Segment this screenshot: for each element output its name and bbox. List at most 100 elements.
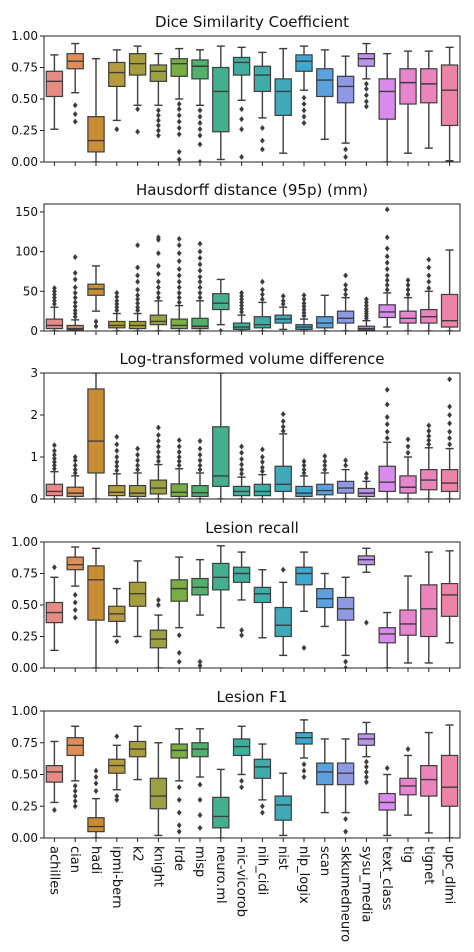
box-iqr xyxy=(274,465,292,493)
outlier-point xyxy=(384,206,390,213)
panel-frame xyxy=(43,710,461,839)
outlier-point xyxy=(93,318,99,325)
box-iqr xyxy=(336,310,355,324)
box-lrde xyxy=(170,47,188,162)
outlier-point xyxy=(135,457,140,464)
box-iqr xyxy=(253,586,272,604)
outlier-point xyxy=(135,242,140,249)
outlier-point xyxy=(114,304,120,311)
outlier-point xyxy=(364,85,369,92)
outlier-point xyxy=(176,124,182,131)
box-neuro.ml xyxy=(212,768,230,838)
outlier-point xyxy=(114,638,120,645)
box-iqr xyxy=(316,762,334,786)
outlier-point xyxy=(114,126,120,133)
box-nlp_logix xyxy=(295,551,313,651)
box-tig xyxy=(399,436,417,499)
box-neuro.ml xyxy=(212,278,230,331)
y-tick-label: 150 xyxy=(15,205,38,219)
outlier-point xyxy=(176,828,182,835)
outlier-point xyxy=(197,119,203,126)
outlier-point xyxy=(447,441,452,448)
box-iqr xyxy=(316,316,334,329)
x-tick-label-cian: cian xyxy=(67,846,82,873)
outlier-point xyxy=(52,807,57,814)
outlier-point xyxy=(364,302,369,309)
outlier-point xyxy=(364,98,369,105)
box-cian xyxy=(66,254,84,331)
box-nic-vicorob xyxy=(232,725,251,791)
box-iqr xyxy=(212,293,230,311)
box-k2 xyxy=(128,560,147,638)
box-knight xyxy=(149,234,168,331)
box-iqr xyxy=(170,483,188,498)
y-tick-label: 0.75 xyxy=(11,567,38,581)
outlier-point xyxy=(93,780,99,787)
y-tick-label: 0.50 xyxy=(11,598,38,612)
outlier-point xyxy=(156,122,161,129)
outlier-point xyxy=(447,428,452,435)
outlier-point xyxy=(426,256,432,263)
outlier-point xyxy=(72,270,78,277)
outlier-point xyxy=(197,662,203,668)
outlier-point xyxy=(156,454,161,460)
outlier-point xyxy=(364,475,369,481)
box-iqr xyxy=(378,78,396,120)
box-iqr xyxy=(149,777,168,810)
outlier-point xyxy=(52,294,57,301)
box-iqr xyxy=(87,283,105,296)
outlier-point xyxy=(426,278,432,285)
outlier-point xyxy=(197,159,203,162)
outlier-point xyxy=(72,299,78,306)
outlier-point xyxy=(280,411,286,418)
box-nih_cidi xyxy=(253,278,272,331)
outlier-point xyxy=(343,665,348,668)
outlier-point xyxy=(301,303,307,310)
outlier-point xyxy=(72,462,78,469)
outlier-point xyxy=(426,272,432,279)
box-iqr xyxy=(399,609,417,636)
outlier-point xyxy=(176,278,182,285)
panel-5: Lesion F1 0.00 0.25 0.50 0.75 1.00 xyxy=(11,688,461,845)
outlier-point xyxy=(280,427,286,434)
box-nlp_logix xyxy=(295,719,313,781)
x-tick-label-hadi: hadi xyxy=(88,846,103,874)
outlier-point xyxy=(197,658,203,665)
box-iqr xyxy=(170,318,188,330)
box-iqr xyxy=(336,480,355,494)
y-tick-label: 100 xyxy=(15,245,38,259)
box-text_class xyxy=(378,611,396,668)
outlier-point xyxy=(135,451,140,458)
box-iqr xyxy=(108,61,126,87)
panel-title: Log-transformed volume difference xyxy=(120,350,385,368)
box-tignet xyxy=(420,256,438,331)
box-tig xyxy=(399,277,417,331)
box-sysu_media xyxy=(357,470,376,499)
outlier-point xyxy=(364,305,369,312)
box-iqr xyxy=(440,582,459,617)
outlier-point xyxy=(260,454,265,460)
outlier-point xyxy=(176,272,182,279)
outlier-point xyxy=(72,457,78,464)
panel-frame xyxy=(43,372,461,500)
outlier-point xyxy=(301,309,307,316)
outlier-point xyxy=(197,466,203,473)
box-text_class xyxy=(378,52,396,162)
outlier-point xyxy=(239,627,244,634)
panel-1: Dice Similarity Coefficient 0.00 0.25 0.50 0… xyxy=(11,13,461,169)
outlier-point xyxy=(280,566,286,573)
box-iqr xyxy=(87,817,105,833)
outlier-point xyxy=(260,146,265,153)
outlier-point xyxy=(343,146,348,153)
outlier-point xyxy=(426,285,432,292)
outlier-point xyxy=(176,443,182,450)
y-tick-label: 0 xyxy=(30,492,38,506)
outlier-point xyxy=(176,632,182,639)
outlier-point xyxy=(52,285,57,292)
outlier-point xyxy=(72,284,78,291)
box-skkumedneuro xyxy=(336,457,355,499)
outlier-point xyxy=(364,103,369,110)
box-iqr xyxy=(378,627,396,644)
outlier-point xyxy=(114,441,120,448)
outlier-point xyxy=(114,459,120,466)
